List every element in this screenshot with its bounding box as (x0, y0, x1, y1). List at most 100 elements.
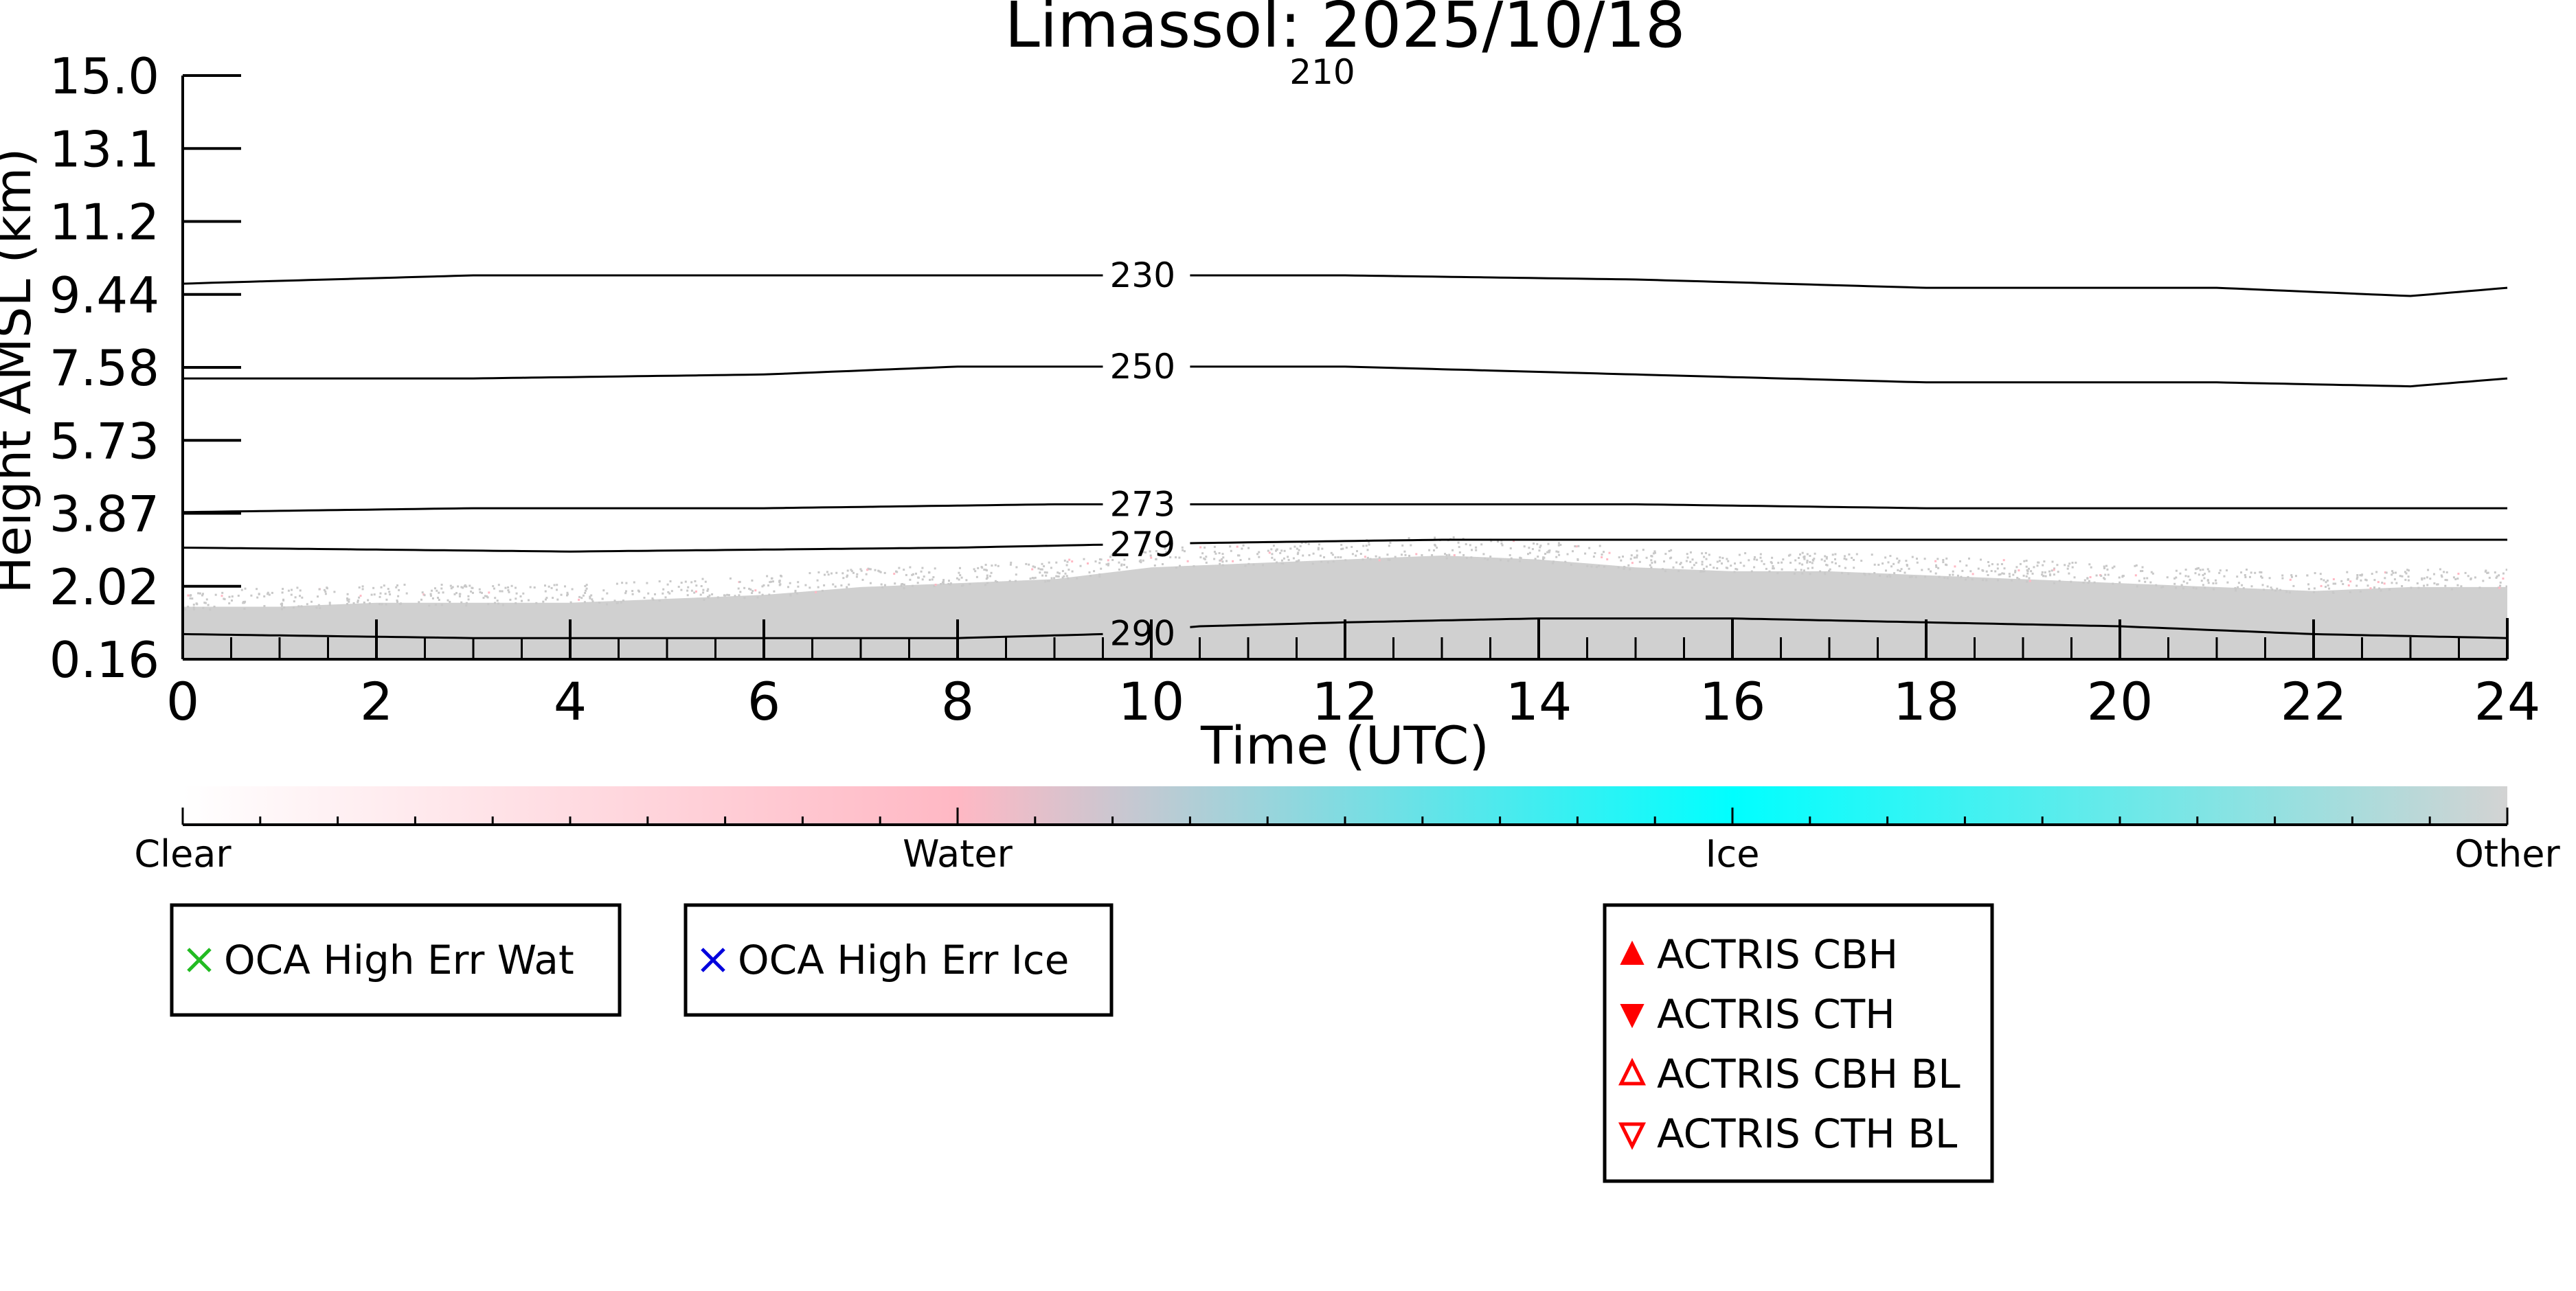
speckle-dot (429, 593, 432, 595)
speckle-dot (2259, 571, 2261, 573)
x-axis-label: Time (UTC) (1200, 715, 1489, 776)
speckle-dot (434, 604, 437, 606)
speckle-dot (1542, 556, 1545, 559)
speckle-dot (438, 591, 440, 594)
speckle-dot (191, 597, 194, 600)
speckle-dot (2106, 568, 2109, 571)
speckle-dot (501, 604, 504, 606)
speckle-dot (1691, 558, 1694, 561)
speckle-dot (299, 595, 301, 597)
speckle-dot (1669, 557, 1671, 560)
legend-frame (1603, 903, 1994, 1183)
speckle-dot (1789, 562, 1792, 564)
speckle-dot (2359, 574, 2362, 577)
speckle-dot (1053, 577, 1056, 580)
speckle-dot (2407, 579, 2410, 582)
speckle-dot (1365, 545, 1368, 547)
speckle-dot (2149, 581, 2152, 584)
speckle-dot (2388, 589, 2391, 591)
speckle-dot (2426, 576, 2428, 579)
speckle-dot (947, 582, 950, 585)
speckle-dot (1232, 560, 1234, 562)
speckle-dot (1118, 561, 1120, 564)
speckle-dot (317, 604, 320, 606)
speckle-dot (989, 575, 991, 578)
speckle-dot (1368, 543, 1370, 546)
speckle-dot (2498, 574, 2500, 577)
speckle-dot (761, 585, 764, 588)
speckle-dot (1642, 549, 1645, 551)
speckle-dot (2404, 578, 2407, 581)
speckle-dot (865, 573, 868, 575)
speckle-dot (1451, 549, 1454, 551)
speckle-dot (2026, 580, 2029, 583)
speckle-dot (1971, 578, 1974, 581)
speckle-dot (1739, 562, 1742, 564)
speckle-dot (756, 596, 759, 599)
speckle-dot (431, 597, 434, 599)
speckle-dot (1838, 564, 1841, 567)
speckle-dot (684, 580, 687, 583)
speckle-dot (2327, 584, 2329, 587)
speckle-dot (2349, 591, 2351, 593)
legend-box: OCA High Err Wat (170, 903, 622, 1017)
speckle-dot (997, 564, 999, 567)
marker-triangle (1618, 1058, 1647, 1086)
speckle-dot (434, 587, 436, 590)
speckle-dot (770, 580, 772, 583)
speckle-dot (509, 598, 512, 601)
speckle-dot (1721, 557, 1724, 560)
speckle-dot (1267, 549, 1269, 552)
speckle-dot (1308, 554, 1311, 556)
speckle-dot (754, 589, 757, 592)
speckle-dot (324, 591, 327, 593)
x-tick-label: 10 (1118, 671, 1185, 732)
speckle-dot (465, 604, 468, 607)
speckle-dot (1577, 558, 1579, 560)
speckle-dot (1680, 562, 1682, 564)
speckle-dot (553, 584, 556, 586)
speckle-dot (2050, 569, 2053, 572)
speckle-dot (915, 572, 917, 575)
speckle-dot (515, 597, 517, 600)
speckle-dot (695, 584, 698, 587)
speckle-dot (2213, 588, 2215, 591)
speckle-dot (1272, 545, 1275, 547)
speckle-dot (1222, 556, 1225, 559)
speckle-dot (687, 586, 690, 589)
speckle-dot (2189, 578, 2191, 581)
speckle-dot (479, 591, 482, 593)
speckle-dot (1542, 558, 1544, 560)
speckle-dot (737, 587, 740, 590)
speckle-dot (2482, 580, 2485, 582)
speckle-dot (1340, 556, 1342, 559)
speckle-dot (1798, 557, 1800, 559)
speckle-dot (1716, 560, 1719, 563)
speckle-dot (1534, 558, 1537, 560)
speckle-dot (1744, 552, 1747, 555)
speckle-dot (496, 599, 499, 602)
speckle-dot (1716, 567, 1719, 569)
speckle-dot (852, 571, 855, 574)
speckle-dot (2179, 572, 2182, 575)
speckle-dot (1048, 580, 1050, 582)
speckle-dot (1834, 558, 1836, 560)
speckle-dot (467, 598, 470, 601)
speckle-dot (1366, 549, 1369, 551)
speckle-dot (1238, 554, 1241, 557)
x-tick-label: 4 (554, 671, 587, 732)
speckle-dot (1123, 558, 1126, 561)
speckle-dot (1685, 560, 1688, 562)
speckle-dot (2107, 573, 2110, 576)
speckle-dot (1630, 554, 1633, 557)
speckle-dot (1824, 555, 1827, 558)
speckle-dot (1015, 573, 1017, 576)
speckle-dot (1034, 576, 1037, 579)
speckle-dot (499, 590, 501, 593)
speckle-dot (789, 594, 792, 597)
speckle-dot (911, 573, 914, 576)
speckle-dot (1759, 556, 1762, 559)
speckle-dot (2044, 571, 2046, 574)
speckle-dot (817, 571, 820, 573)
speckle-dot (1592, 556, 1595, 558)
